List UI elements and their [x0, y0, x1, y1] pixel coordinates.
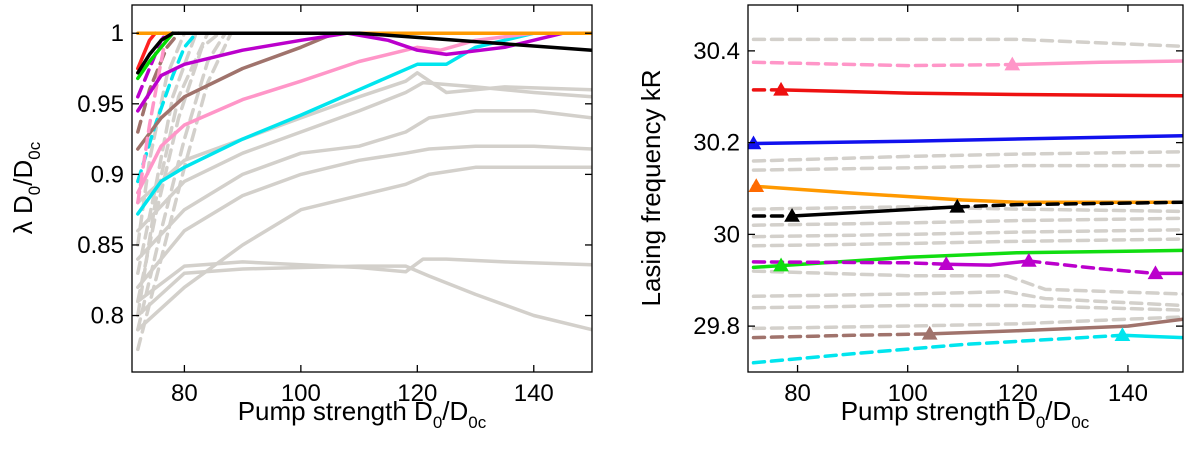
series-line-5	[136, 80, 592, 233]
series-line-11	[751, 60, 1015, 68]
series-line-9	[751, 303, 1183, 312]
x-tick-label: 100	[888, 380, 928, 407]
y-tick-label: 29.8	[693, 313, 740, 340]
series-line-5	[751, 228, 1183, 239]
series-line-8	[751, 289, 1183, 308]
y-tick-label: 0.9	[91, 161, 124, 188]
series-line-4	[136, 109, 592, 261]
series-line-7	[751, 269, 1183, 296]
series-line-25	[136, 31, 175, 75]
series-line-3	[136, 144, 592, 290]
marker-4	[784, 208, 800, 222]
series-line-4	[751, 216, 1183, 227]
series-line-14	[779, 88, 1183, 98]
series-line-2	[136, 165, 592, 332]
series-line-8	[136, 31, 227, 332]
plot-area	[136, 31, 592, 352]
left-chart: 80 100 120 140 0.8 0.85 0.9 0.95 1 Pump strength …	[8, 4, 593, 432]
x-axis-label: Pump strength D0/D0c	[238, 396, 487, 432]
series-line-15	[136, 31, 181, 134]
series-line-6	[751, 237, 1183, 248]
series-line-26	[927, 317, 1183, 336]
x-tick-label: 140	[1108, 380, 1148, 407]
y-tick-label: 0.8	[91, 303, 124, 330]
y-tick-label: 30.2	[693, 130, 740, 157]
series-line-12	[136, 31, 210, 318]
axes-frame	[131, 4, 593, 373]
marker-3	[748, 178, 765, 192]
x-tick-label: 120	[397, 380, 437, 407]
right-chart: 80 100 120 140 29.8 30 30.2 30.4 Pump strength D…	[636, 4, 1184, 432]
series-line-10	[751, 315, 1183, 331]
series-line-1	[136, 264, 592, 332]
y-tick-label: 30	[713, 221, 740, 248]
y-axis-label: Lasing frequency kR	[636, 69, 666, 306]
y-tick-label: 0.95	[77, 91, 124, 118]
series-line-6	[136, 71, 592, 205]
marker-11	[1114, 327, 1131, 342]
series-line-27	[751, 333, 1125, 365]
x-tick-label: 100	[281, 380, 321, 407]
series-line-25	[751, 332, 932, 340]
y-tick-label: 0.85	[77, 232, 124, 259]
marker-9	[1147, 265, 1164, 280]
series-line-15	[751, 133, 1183, 146]
series-line-18	[790, 205, 959, 218]
y-tick-label: 1	[111, 20, 124, 47]
marker-10	[921, 325, 938, 340]
series-line-21	[751, 260, 948, 266]
series-line-16	[751, 184, 1183, 205]
x-tick-label: 80	[171, 380, 198, 407]
series-line-0	[751, 37, 1183, 49]
x-tick-label: 120	[998, 380, 1038, 407]
x-axis-label: Pump strength D0/D0c	[841, 396, 1090, 432]
marker-1	[773, 81, 789, 96]
series-line-17	[136, 31, 169, 205]
series-line-13	[136, 31, 198, 184]
series-line-1	[751, 150, 1183, 163]
series-line-22	[944, 259, 1031, 267]
marker-7	[938, 256, 955, 270]
series-line-20	[751, 248, 1183, 270]
series-line-12	[1010, 59, 1183, 67]
series-line-18	[136, 31, 592, 195]
series-line-2	[751, 163, 1183, 172]
series-line-26	[171, 31, 592, 52]
y-tick-label: 30.4	[693, 38, 740, 65]
x-tick-label: 140	[514, 380, 554, 407]
series-line-19	[955, 200, 1183, 209]
marker-8	[1020, 252, 1037, 267]
y-axis-label: λ D0/D0c	[8, 141, 44, 234]
marker-5	[949, 198, 966, 213]
x-tick-label: 80	[784, 380, 811, 407]
series-line-23	[1027, 259, 1158, 276]
axes-frame	[747, 4, 1184, 373]
series-line-23	[136, 31, 175, 81]
marker-6	[773, 257, 789, 272]
marker-0	[1004, 56, 1021, 71]
plot-area	[748, 37, 1183, 365]
series-line-22	[136, 31, 158, 71]
series-line-28	[1120, 333, 1183, 340]
